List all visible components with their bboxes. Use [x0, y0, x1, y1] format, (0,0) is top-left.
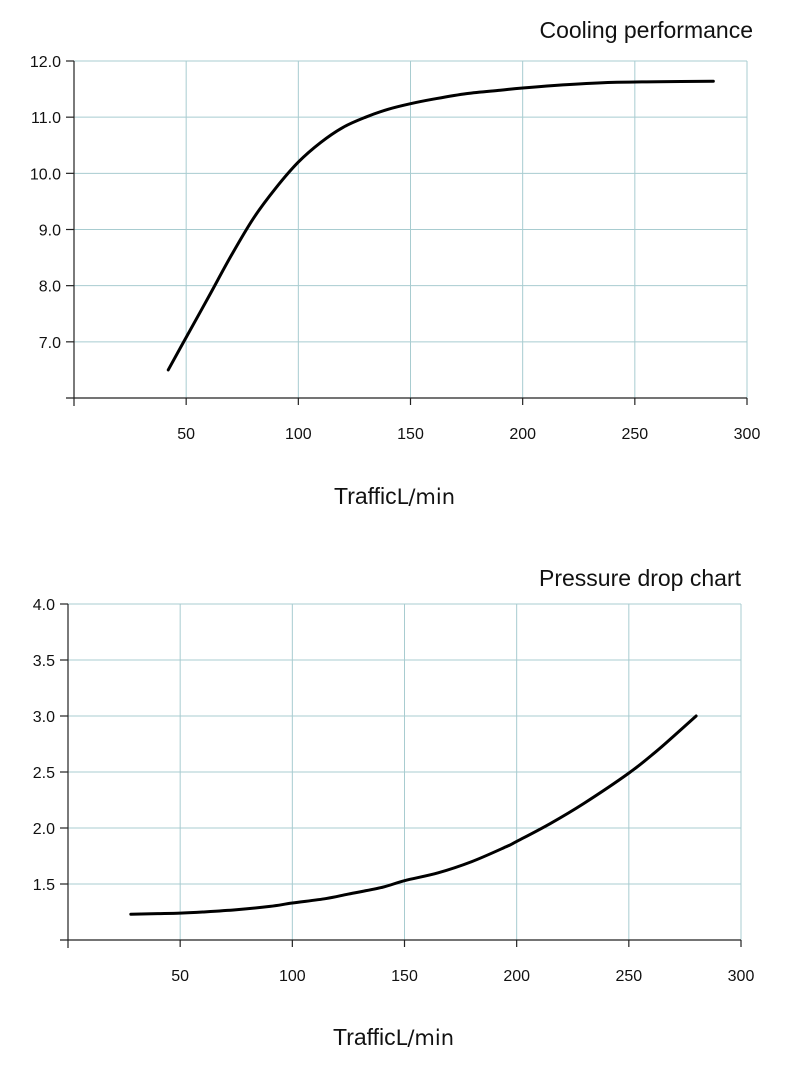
- x-axis-label: TrafficL/min: [333, 1024, 800, 1051]
- y-tick-label-1.5: 1.5: [33, 877, 55, 894]
- x-tick-label-50: 50: [171, 968, 189, 985]
- x-tick-label-300: 300: [734, 426, 761, 443]
- y-tick-label-4.0: 4.0: [33, 597, 55, 614]
- pressure-drop-chart: 50 100 150 200 250 300 1.5 2.0 2.5 3.0 3.5 4.0 Pres…: [0, 540, 800, 1086]
- x-tick-label-150: 150: [391, 968, 418, 985]
- x-axis-label: TrafficL/min: [334, 483, 800, 510]
- x-tick-label-50: 50: [177, 426, 195, 443]
- series-line-0: [166, 79, 715, 372]
- y-tick-label-2.5: 2.5: [33, 765, 55, 782]
- cooling-performance-plot: 50 100 150 200 250 300 7.0 8.0 9.0 10.0 11.0 12.0: [30, 54, 761, 443]
- pressure-drop-plot: 50 100 150 200 250 300 1.5 2.0 2.5 3.0 3.5 4.0: [33, 597, 755, 985]
- x-tick-label-250: 250: [621, 426, 648, 443]
- series-line-0: [129, 714, 698, 916]
- x-tick-label-100: 100: [285, 426, 312, 443]
- cooling-performance-chart: 50 100 150 200 250 300 7.0 8.0 9.0 10.0 11.0 12.0 C…: [0, 0, 800, 540]
- chart-title: Pressure drop chart: [539, 565, 741, 591]
- y-tick-label-3.5: 3.5: [33, 653, 55, 670]
- x-axis-label-text: Traffic: [333, 1024, 396, 1050]
- y-tick-label-12.0: 12.0: [30, 54, 61, 71]
- chart-title: Cooling performance: [539, 17, 753, 43]
- y-tick-label-8.0: 8.0: [39, 279, 61, 296]
- y-tick-label-7.0: 7.0: [39, 335, 61, 352]
- x-axis-unit: L/min: [395, 1026, 455, 1050]
- y-tick-label-11.0: 11.0: [31, 110, 61, 127]
- y-tick-label-2.0: 2.0: [33, 821, 55, 838]
- x-tick-label-300: 300: [728, 968, 755, 985]
- y-tick-label-10.0: 10.0: [30, 166, 61, 183]
- x-tick-label-150: 150: [397, 426, 424, 443]
- x-tick-label-200: 200: [509, 426, 536, 443]
- y-tick-label-3.0: 3.0: [33, 709, 55, 726]
- x-axis-label-text: Traffic: [334, 483, 397, 509]
- x-tick-label-250: 250: [615, 968, 642, 985]
- x-tick-label-100: 100: [279, 968, 306, 985]
- y-tick-label-9.0: 9.0: [39, 223, 61, 240]
- x-axis-unit: L/min: [396, 485, 456, 509]
- x-tick-label-200: 200: [503, 968, 530, 985]
